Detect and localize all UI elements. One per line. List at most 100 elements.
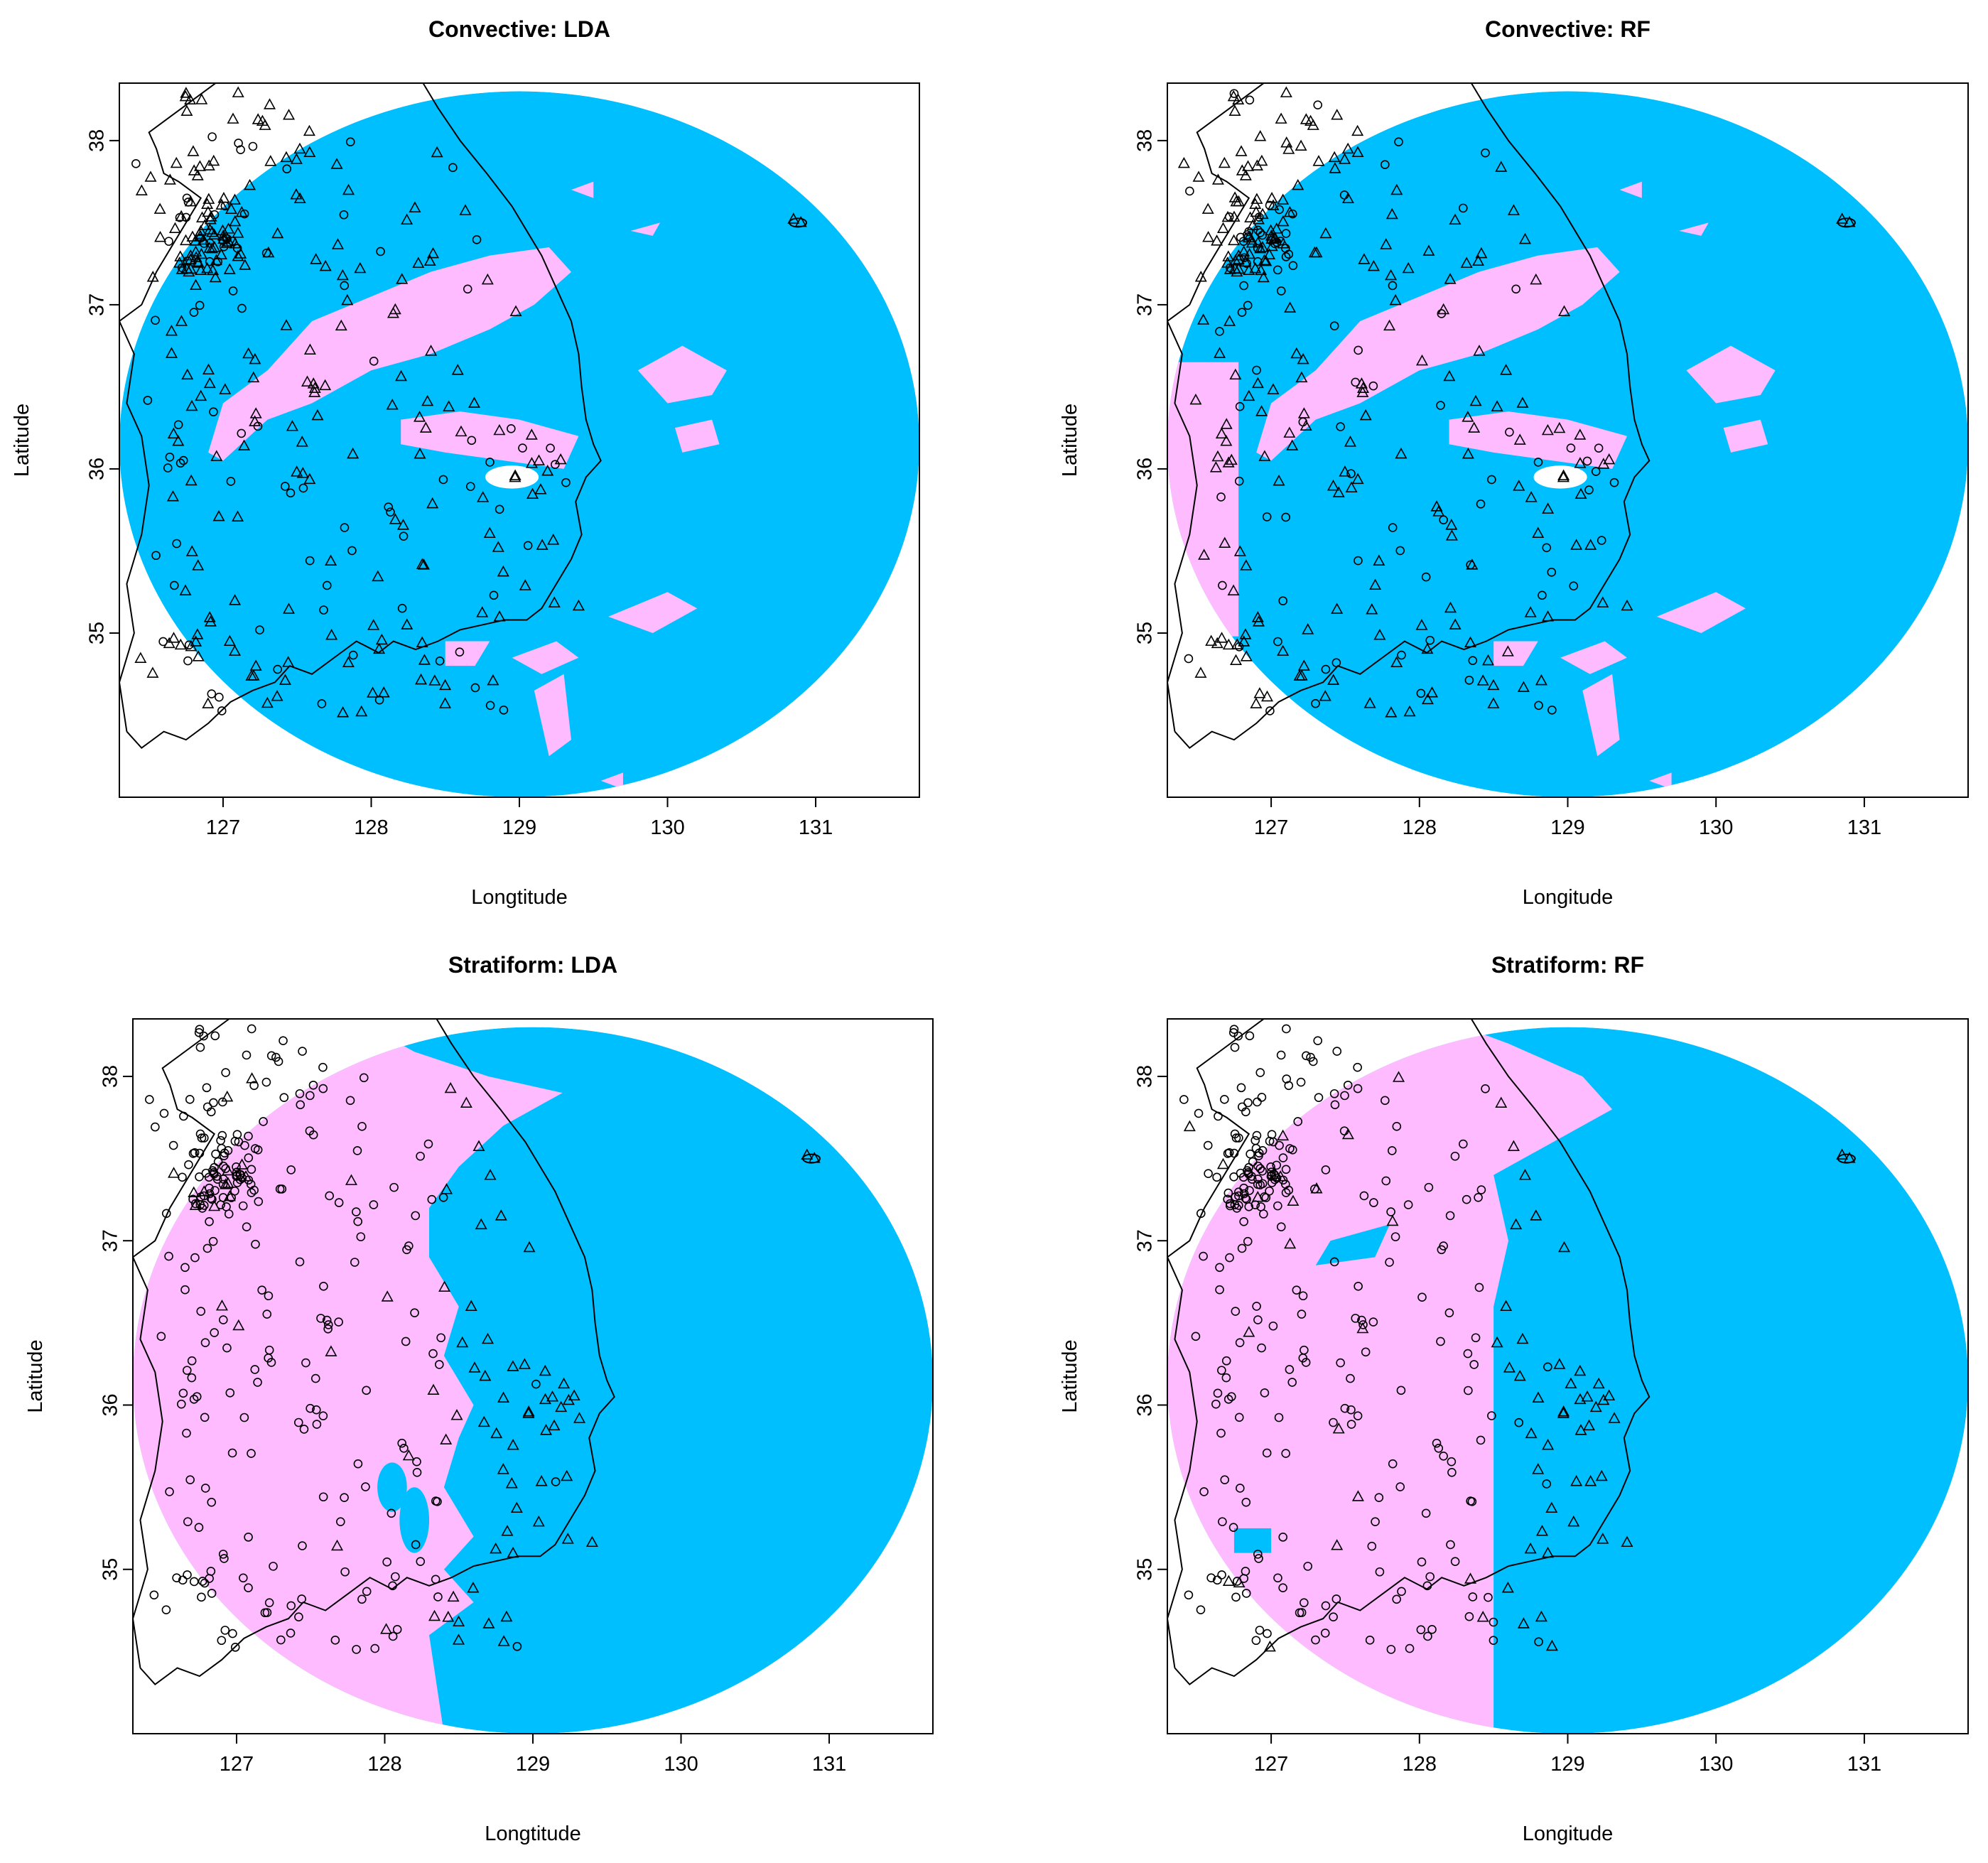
- triangle-marker: [223, 263, 236, 274]
- triangle-marker: [509, 470, 522, 482]
- triangle-marker: [280, 319, 293, 330]
- triangle-marker: [1197, 313, 1210, 325]
- triangle-marker: [1283, 426, 1296, 438]
- precip-region: [1449, 411, 1627, 469]
- circle-marker: [470, 683, 480, 693]
- circle-marker: [232, 244, 242, 253]
- triangle-marker: [1525, 491, 1538, 502]
- circle-marker: [175, 458, 185, 468]
- circle-marker: [546, 443, 555, 453]
- triangle-marker: [561, 1469, 573, 1481]
- triangle-marker: [1239, 628, 1252, 639]
- triangle-marker: [1367, 259, 1380, 271]
- circle-marker: [1253, 1315, 1263, 1324]
- circle-marker: [1258, 1166, 1267, 1176]
- circle-marker: [1199, 1487, 1209, 1496]
- triangle-marker: [337, 706, 350, 718]
- circle-marker: [208, 1236, 218, 1246]
- circle-marker: [1292, 1285, 1302, 1295]
- x-axis-label: Longitude: [1523, 886, 1613, 909]
- circle-marker: [388, 1631, 398, 1641]
- circle-marker: [1234, 1187, 1243, 1197]
- precip-region: [401, 411, 579, 469]
- circle-marker: [161, 1605, 171, 1614]
- triangle-marker: [1263, 248, 1276, 260]
- x-tick-label: 131: [812, 1753, 846, 1776]
- triangle-marker: [1542, 1546, 1555, 1558]
- circle-marker: [1235, 1338, 1245, 1347]
- triangle-marker: [215, 198, 228, 210]
- triangle-marker: [585, 1535, 598, 1548]
- triangle-marker: [1385, 207, 1398, 220]
- triangle-marker: [1535, 674, 1547, 686]
- circle-marker: [438, 475, 448, 485]
- circle-marker: [159, 1108, 169, 1118]
- triangle-marker: [249, 415, 261, 426]
- triangle-marker: [195, 225, 207, 236]
- triangle-marker: [192, 650, 205, 662]
- circle-marker: [1353, 1411, 1363, 1420]
- triangle-marker: [1227, 584, 1240, 595]
- triangle-marker: [1249, 261, 1262, 274]
- circle-marker: [211, 1149, 220, 1159]
- triangle-marker: [481, 273, 494, 285]
- triangle-marker: [401, 213, 414, 225]
- circle-marker: [1369, 1198, 1378, 1207]
- triangle-marker: [1535, 1610, 1547, 1622]
- circle-marker: [1403, 1200, 1413, 1209]
- circle-marker: [295, 1089, 305, 1098]
- circle-marker: [298, 1541, 307, 1550]
- circle-marker: [1534, 1637, 1543, 1646]
- triangle-marker: [568, 1389, 580, 1400]
- triangle-marker: [381, 1290, 394, 1302]
- circle-marker: [1204, 1169, 1213, 1178]
- triangle-marker: [1201, 202, 1214, 214]
- precip-region: [1656, 592, 1746, 633]
- triangle-marker: [1183, 1120, 1196, 1132]
- x-tick-label: 128: [1403, 1753, 1437, 1776]
- circle-marker: [301, 1358, 310, 1368]
- circle-marker: [1237, 1243, 1247, 1253]
- x-tick-label: 129: [1550, 816, 1584, 839]
- circle-marker: [362, 1386, 371, 1395]
- triangle-marker: [195, 93, 208, 104]
- circle-marker: [183, 1570, 192, 1580]
- triangle-marker: [1284, 301, 1297, 313]
- triangle-marker: [1443, 369, 1456, 382]
- circle-marker: [1447, 1457, 1457, 1467]
- circle-marker: [221, 1068, 230, 1077]
- circle-marker: [1464, 1611, 1474, 1621]
- circle-marker: [1241, 1498, 1251, 1507]
- triangle-marker: [561, 1533, 574, 1544]
- circle-marker: [306, 1403, 315, 1413]
- triangle-marker: [301, 375, 313, 387]
- circle-marker: [1329, 1612, 1338, 1622]
- triangle-marker: [191, 628, 204, 639]
- circle-marker: [1247, 1174, 1257, 1184]
- x-tick-label: 128: [354, 816, 388, 839]
- triangle-marker: [209, 271, 222, 283]
- triangle-marker: [1351, 472, 1364, 485]
- circle-marker: [1212, 1172, 1221, 1182]
- circle-marker: [1213, 1388, 1223, 1398]
- triangle-marker: [428, 674, 441, 686]
- triangle-marker: [1513, 1369, 1526, 1381]
- circle-marker: [485, 701, 495, 711]
- circle-marker: [143, 396, 153, 405]
- circle-marker: [322, 1315, 332, 1325]
- circle-marker: [1543, 1362, 1552, 1372]
- triangle-marker: [414, 448, 426, 459]
- circle-marker: [431, 1496, 441, 1506]
- circle-marker: [323, 1324, 333, 1334]
- triangle-marker: [1205, 634, 1218, 646]
- triangle-marker: [1403, 705, 1416, 717]
- triangle-marker: [184, 253, 197, 264]
- circle-marker: [293, 1418, 303, 1427]
- triangle-marker: [232, 1319, 245, 1331]
- triangle-marker: [438, 1280, 451, 1292]
- circle-marker: [1329, 1089, 1339, 1098]
- circle-marker: [399, 531, 409, 541]
- circle-marker: [1321, 1165, 1331, 1174]
- circle-marker: [356, 1232, 366, 1241]
- circle-marker: [1566, 443, 1576, 453]
